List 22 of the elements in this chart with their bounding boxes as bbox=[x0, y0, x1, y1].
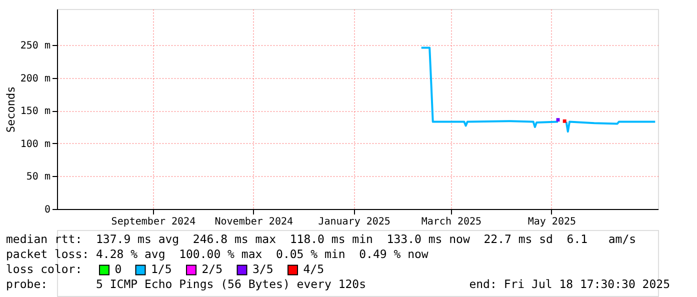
x-tick-label: September 2024 bbox=[111, 216, 196, 228]
legend-title: loss color: bbox=[6, 262, 82, 276]
y-tick-label: 0 bbox=[44, 204, 50, 216]
legend-label: 1/5 bbox=[151, 262, 172, 276]
y-tick-label: 50 m bbox=[26, 172, 50, 183]
y-tick-label: 100 m bbox=[20, 138, 50, 150]
y-tick-label: 150 m bbox=[20, 106, 50, 118]
x-tick-label: January 2025 bbox=[318, 216, 390, 228]
legend-label: 2/5 bbox=[202, 262, 223, 276]
x-tick-label: May 2025 bbox=[528, 216, 576, 228]
text: packet loss: 4.28 % avg 100.00 % max 0.05 % min 0.49 % now bbox=[6, 247, 428, 261]
x-tick-label: March 2025 bbox=[421, 216, 482, 228]
legend-label: 4/5 bbox=[303, 262, 324, 276]
legend-label: 0 bbox=[114, 262, 122, 276]
text: median rtt: 137.9 ms avg 246.8 ms max 118.0 ms min 133.0 ms now 22.7 ms sd 6.1 am/s bbox=[6, 232, 636, 246]
x-tick-label: November 2024 bbox=[214, 216, 294, 228]
y-tick-label: 250 m bbox=[20, 40, 50, 52]
text: probe: 5 ICMP Echo Pings (56 Bytes) every 120s bbox=[6, 277, 366, 291]
text: end: Fri Jul 18 17:30:30 2025 bbox=[469, 277, 670, 291]
y-tick-label: 200 m bbox=[20, 73, 50, 84]
y-axis-title: Seconds bbox=[4, 86, 18, 133]
legend-label: 3/5 bbox=[252, 262, 274, 276]
